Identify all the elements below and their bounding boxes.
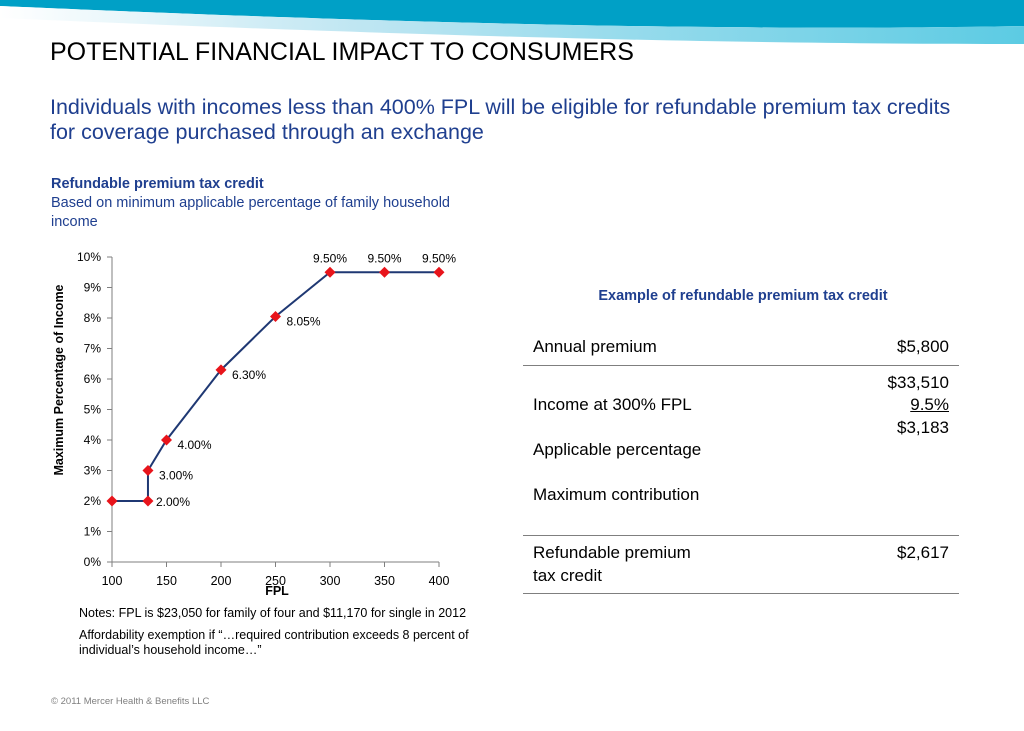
y-tick-label: 0% — [84, 555, 102, 569]
data-point-marker — [433, 266, 445, 278]
note-fpl: Notes: FPL is $23,050 for family of four… — [79, 606, 467, 620]
data-label: 9.50% — [367, 251, 401, 265]
series-line — [112, 271, 439, 502]
data-point-marker — [161, 434, 172, 446]
data-label: 6.30% — [232, 368, 266, 382]
data-label: 2.00% — [156, 495, 190, 509]
annual-premium-value: $5,800 — [897, 337, 949, 356]
chart-notes: Notes: FPL is $23,050 for family of four… — [79, 606, 474, 665]
annual-premium-row: Annual premium $5,800 — [523, 330, 959, 366]
y-tick-label: 2% — [84, 494, 102, 508]
annual-premium-label: Annual premium — [533, 337, 657, 356]
header-band — [0, 0, 1024, 44]
y-tick-label: 7% — [84, 342, 102, 356]
slide-subtitle: Individuals with incomes less than 400% … — [50, 95, 951, 144]
x-tick-label: 200 — [211, 574, 232, 588]
fpl-line-chart: 0% 1% 2% 3% 4% 5% 6% 7% 8% 9% 10% 100 150 200 250 300 35… — [52, 250, 456, 598]
x-tick-label: 300 — [320, 574, 341, 588]
income-value: $33,510 — [887, 372, 949, 392]
data-point-marker — [270, 310, 281, 322]
slide-title: POTENTIAL FINANCIAL IMPACT TO CONSUMERS — [50, 38, 634, 66]
y-tick-label: 10% — [77, 250, 101, 264]
x-tick-label: 100 — [102, 574, 123, 588]
example-title: Example of refundable premium tax credit — [598, 288, 888, 304]
data-label: 9.50% — [313, 251, 347, 265]
chart-subtitle: Based on minimum applicable percentage o… — [51, 195, 450, 230]
max-contribution-value: $3,183 — [897, 417, 949, 437]
pct-value: 9.5% — [910, 395, 949, 414]
data-label: 9.50% — [422, 251, 456, 265]
data-point-marker — [142, 495, 154, 507]
x-tick-label: 250 — [265, 574, 286, 588]
chart-title: Refundable premium tax credit — [51, 176, 264, 192]
chart-heading: Refundable premium tax credit Based on m… — [51, 175, 451, 232]
pct-label: Applicable percentage — [533, 440, 702, 459]
x-tick-label: 150 — [156, 574, 177, 588]
y-tick-label: 9% — [84, 281, 102, 295]
note-affordability: Affordability exemption if “…required co… — [79, 628, 469, 657]
credit-label: Refundable premium tax credit — [533, 543, 691, 585]
data-label: 8.05% — [287, 314, 321, 328]
y-tick-label: 3% — [84, 464, 102, 478]
example-table: Annual premium $5,800 Income at 300% FPL… — [523, 330, 959, 594]
y-axis-title: Maximum Percentage of Income — [52, 284, 66, 475]
y-tick-label: 5% — [84, 403, 102, 417]
y-tick-label: 4% — [84, 433, 102, 447]
contribution-row: Income at 300% FPL Applicable percentage… — [523, 366, 959, 536]
data-point-marker — [324, 266, 336, 278]
credit-row: Refundable premium tax credit $2,617 — [523, 536, 959, 594]
y-tick-label: 8% — [84, 311, 102, 325]
data-label: 3.00% — [159, 469, 193, 483]
y-tick-label: 6% — [84, 372, 102, 386]
x-axis-title: FPL — [265, 584, 289, 598]
max-contribution-label: Maximum contribution — [533, 485, 700, 504]
income-label: Income at 300% FPL — [533, 395, 692, 414]
data-point-marker — [142, 465, 154, 476]
x-tick-label: 400 — [429, 574, 450, 588]
copyright-footer: © 2011 Mercer Health & Benefits LLC — [51, 696, 210, 707]
data-point-marker — [106, 495, 118, 507]
data-point-marker — [215, 364, 227, 376]
data-point-marker — [379, 266, 390, 278]
data-label: 4.00% — [178, 438, 212, 452]
y-tick-label: 1% — [84, 525, 102, 539]
x-tick-label: 350 — [374, 574, 395, 588]
credit-value: $2,617 — [897, 543, 949, 562]
